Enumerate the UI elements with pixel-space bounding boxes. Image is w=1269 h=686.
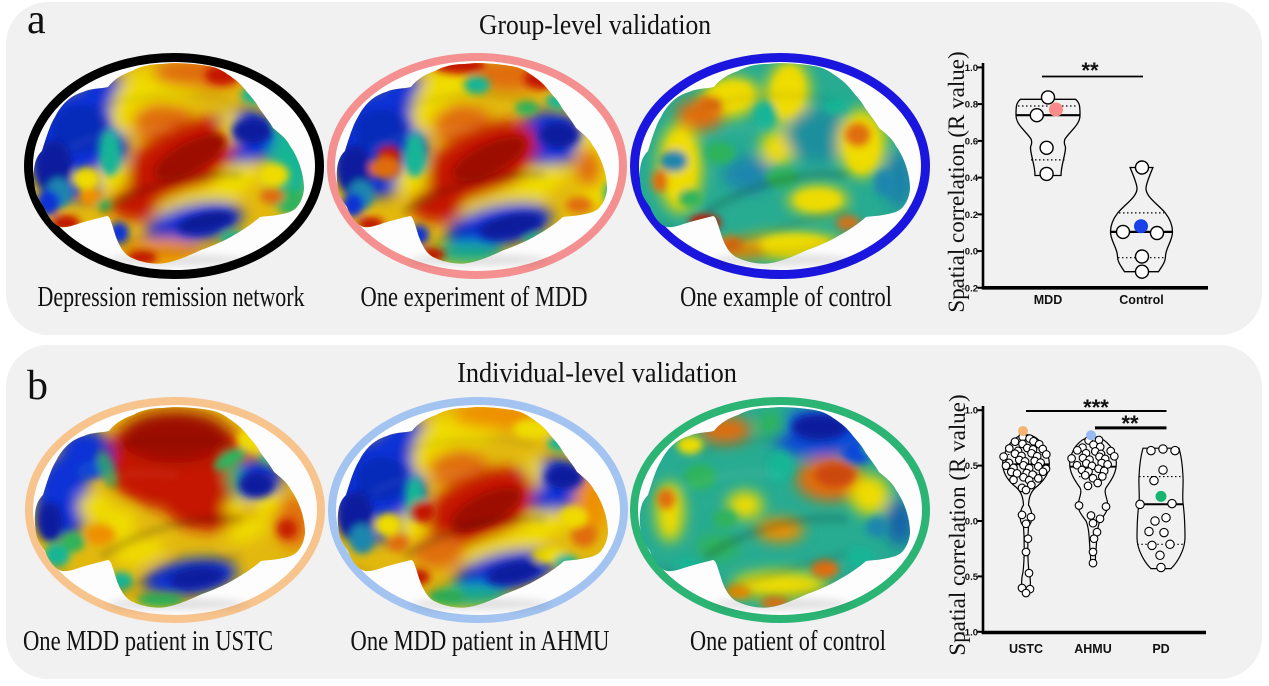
svg-text:0.0: 0.0 — [965, 247, 978, 258]
svg-text:Control: Control — [1119, 293, 1163, 307]
svg-text:MDD: MDD — [1034, 293, 1062, 307]
svg-text:0.4: 0.4 — [965, 173, 979, 184]
svg-text:-0.5: -0.5 — [962, 572, 979, 583]
svg-text:USTC: USTC — [1009, 642, 1043, 656]
svg-text:1.0: 1.0 — [965, 63, 978, 74]
svg-text:1.0: 1.0 — [965, 406, 978, 417]
svg-text:0.0: 0.0 — [965, 517, 978, 528]
svg-text:**: ** — [1121, 411, 1139, 436]
svg-text:0.6: 0.6 — [965, 136, 978, 147]
svg-text:***: *** — [1083, 395, 1109, 420]
svg-text:0.8: 0.8 — [965, 100, 978, 111]
svg-text:**: ** — [1081, 58, 1099, 83]
svg-text:-1.0: -1.0 — [962, 627, 978, 638]
svg-text:-0.2: -0.2 — [962, 283, 978, 294]
svg-text:Spatial correlation (R value): Spatial correlation (R value) — [944, 51, 969, 312]
svg-text:0.2: 0.2 — [965, 210, 978, 221]
svg-text:0.5: 0.5 — [965, 461, 979, 472]
svg-text:Spatial correlation (R value): Spatial correlation (R value) — [945, 394, 970, 655]
svg-text:AHMU: AHMU — [1074, 642, 1112, 656]
svg-text:PD: PD — [1152, 642, 1169, 656]
